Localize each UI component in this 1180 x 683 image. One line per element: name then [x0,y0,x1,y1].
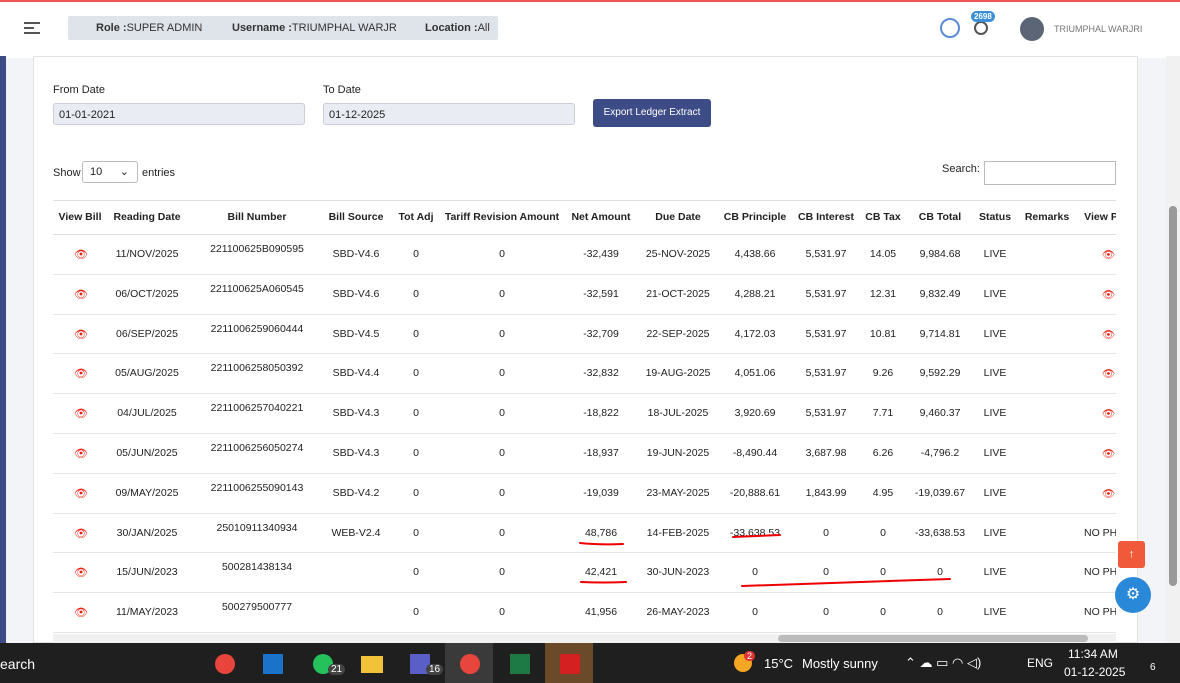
to-date-input[interactable]: 01-12-2025 [323,103,575,125]
view-bill-icon[interactable]: 👁 [74,447,88,460]
label: Location : [425,22,478,34]
view-pdf-icon[interactable]: 👁 [1102,447,1115,460]
cell-reading-date: 04/JUL/2025 [87,407,207,419]
cell-reading-date: 30/JAN/2025 [87,527,207,539]
settings-button[interactable]: ⚙ [1115,577,1151,613]
cell-status: LIVE [935,248,1055,260]
cell-view-pdf: NO PHOTO [1084,527,1116,539]
view-bill-icon[interactable]: 👁 [74,487,88,500]
cell-view-pdf: NO PHOTO [1084,566,1116,578]
cell-reading-date: 05/JUN/2025 [87,447,207,459]
view-pdf-icon[interactable]: 👁 [1102,288,1115,301]
entries-select[interactable]: 10 ⌄ [82,161,138,183]
cell-status: LIVE [935,367,1055,379]
cell-reading-date: 15/JUN/2023 [87,566,207,578]
weather: Mostly sunny [802,656,878,671]
menu-button[interactable] [24,22,40,34]
cell-bill-number: 500279500777 [197,601,317,613]
cell-reading-date: 06/SEP/2025 [87,328,207,340]
cell-bill-number: 500281438134 [197,561,317,573]
to-label: To Date [323,84,361,96]
role-pill: Role :SUPER ADMIN [68,16,210,40]
view-bill-icon[interactable]: 👁 [74,288,88,301]
taskbar-search[interactable]: earch [0,656,35,672]
app-icon[interactable] [510,654,530,674]
view-pdf-icon[interactable]: 👁 [1102,407,1115,420]
username-pill: Username :TRIUMPHAL WARJRI [204,16,408,40]
cell-view-pdf: NO PHOTO [1084,606,1116,618]
app-icon[interactable] [460,654,480,674]
cell-reading-date: 11/MAY/2023 [87,606,207,618]
view-pdf-icon[interactable]: 👁 [1102,367,1115,380]
view-pdf-icon[interactable]: 👁 [1102,487,1115,500]
notification-badge: 2698 [971,11,995,22]
from-label: From Date [53,84,105,96]
cell-reading-date: 05/AUG/2025 [87,367,207,379]
ledger-table: View BillReading DateBill NumberBill Sou… [53,200,1116,636]
v-scrollbar[interactable] [1166,56,1180,643]
column-header: Reading Date [87,211,207,223]
tray-icons[interactable]: ⌃ ☁ ▭ ◠ ◁) [905,655,981,671]
network-icon[interactable] [940,18,960,38]
user-name: TRIUMPHAL WARJRI [1054,24,1142,34]
cell-status: LIVE [935,606,1055,618]
temperature: 15°C [764,656,793,671]
app-icon[interactable] [560,654,580,674]
badge: 21 [328,664,345,675]
cell-status: LIVE [935,527,1055,539]
date: 01-12-2025 [1064,665,1125,679]
scroll-top-button[interactable]: ↑ [1118,541,1145,568]
from-date-input[interactable]: 01-01-2021 [53,103,305,125]
cell-status: LIVE [935,288,1055,300]
view-bill-icon[interactable]: 👁 [74,328,88,341]
export-button[interactable]: Export Ledger Extract [593,99,711,127]
badge: 2 [744,651,755,661]
cell-status: LIVE [935,407,1055,419]
value: TRIUMPHAL WARJRI [292,22,400,34]
view-bill-icon[interactable]: 👁 [74,407,88,420]
clock-icon[interactable] [974,21,988,35]
app-icon[interactable] [361,656,383,673]
caret: ⌄ [120,162,129,182]
view-pdf-icon[interactable]: 👁 [1102,328,1115,341]
app-icon[interactable] [263,654,283,674]
cell-status: LIVE [935,328,1055,340]
cell-status: LIVE [935,447,1055,459]
entries-label: entries [142,167,175,179]
view-pdf-icon[interactable]: 👁 [1102,248,1115,261]
cell-status: LIVE [935,566,1055,578]
search-input[interactable] [984,161,1116,185]
h-scrollbar[interactable] [53,634,1116,643]
value: 10 [90,166,102,178]
label: Username : [232,22,292,34]
value: All [478,22,490,34]
cell-reading-date: 11/NOV/2025 [87,248,207,260]
view-bill-icon[interactable]: 👁 [74,248,88,261]
notifications[interactable]: 6 [1150,662,1156,673]
avatar[interactable] [1020,17,1044,41]
column-header: View PDF [1048,211,1116,223]
show-label: Show [53,167,81,179]
language[interactable]: ENG [1027,656,1053,670]
sidebar-strip [0,56,6,643]
search-label: Search: [942,163,980,175]
value: SUPER ADMIN [127,22,203,34]
view-bill-icon[interactable]: 👁 [74,566,88,579]
view-bill-icon[interactable]: 👁 [74,367,88,380]
label: Role : [96,22,127,34]
cell-reading-date: 09/MAY/2025 [87,487,207,499]
app-icon[interactable] [215,654,235,674]
view-bill-icon[interactable]: 👁 [74,606,88,619]
location-pill: Location :All [397,16,498,40]
view-bill-icon[interactable]: 👁 [74,527,88,540]
badge: 16 [426,664,443,675]
cell-reading-date: 06/OCT/2025 [87,288,207,300]
time: 11:34 AM [1068,647,1118,661]
cell-status: LIVE [935,487,1055,499]
